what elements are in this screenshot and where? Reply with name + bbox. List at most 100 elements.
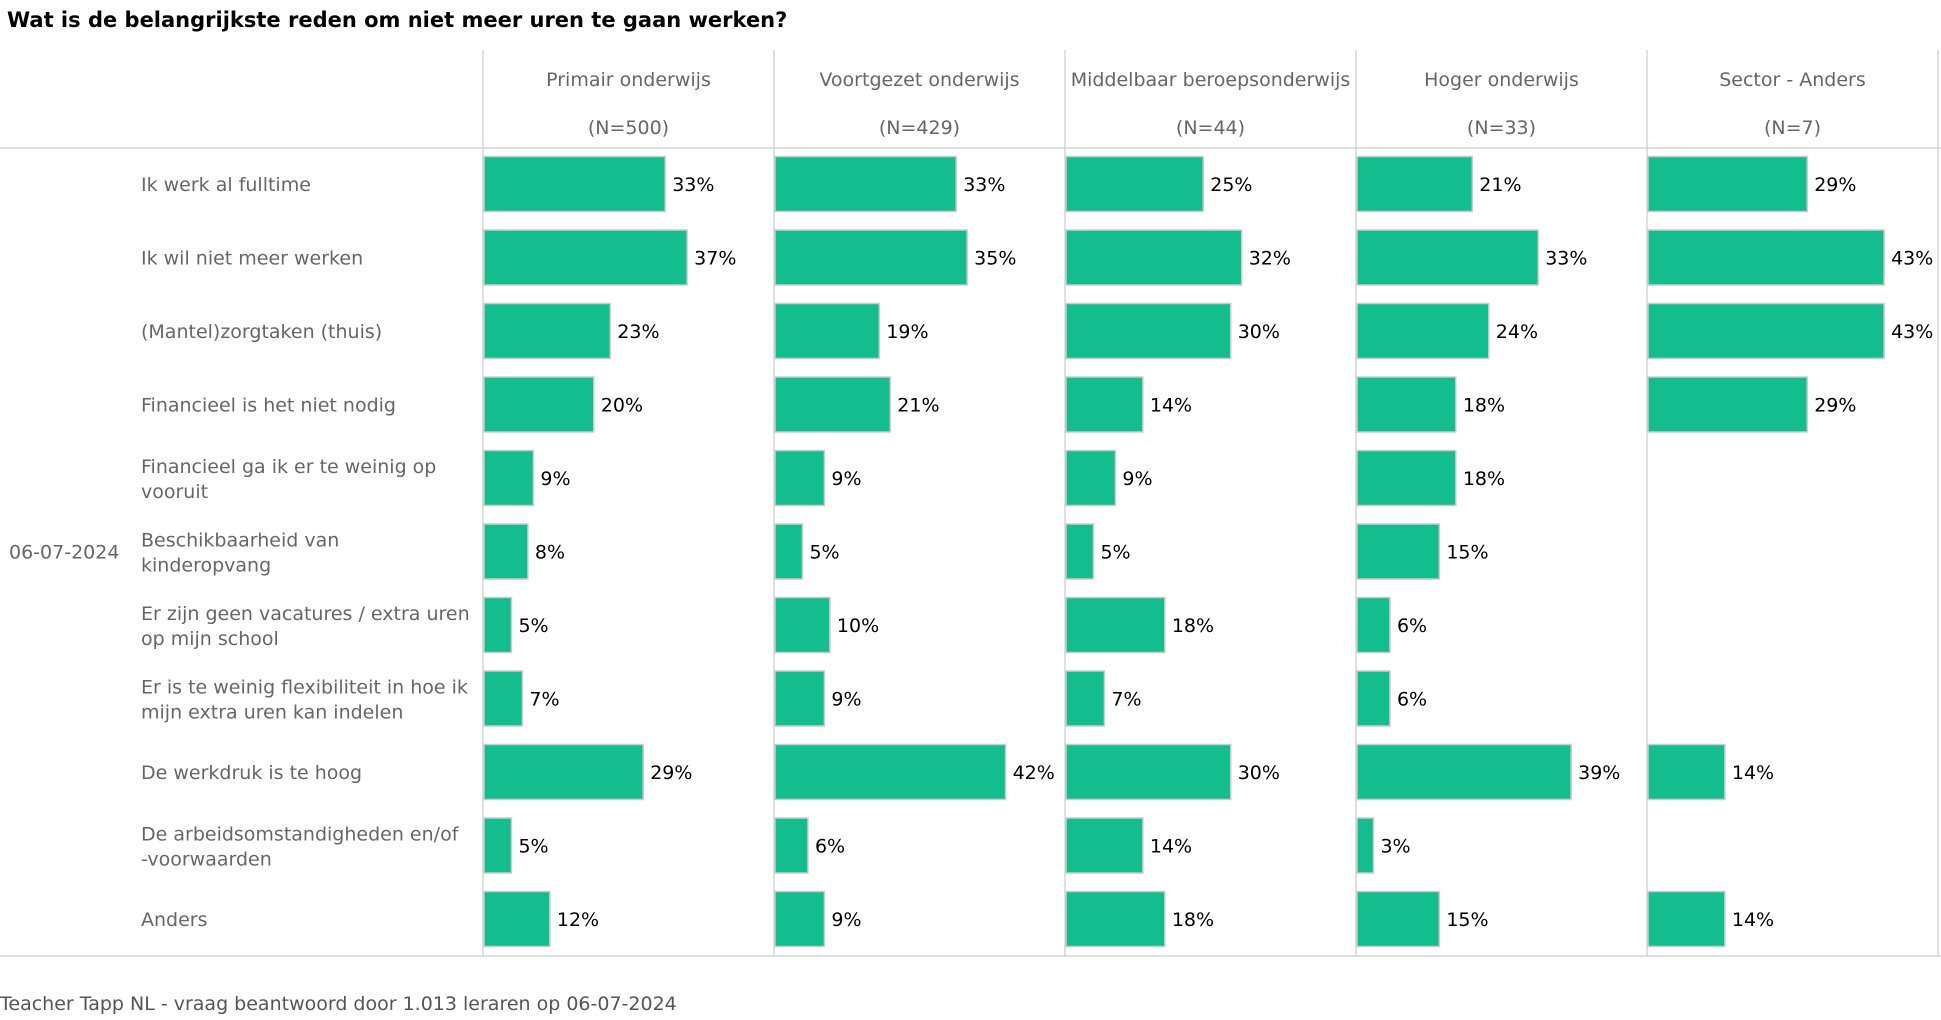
panel-header-name: Primair onderwijs [546,69,711,91]
bar [1356,376,1457,433]
bar [1065,743,1232,801]
value-label: 6% [1397,689,1427,711]
bar [1356,743,1572,801]
value-label: 7% [529,689,559,711]
category-label: De arbeidsomstandigheden en/of -voorwaard… [141,824,460,871]
value-label: 18% [1172,909,1214,931]
bar [774,302,881,360]
bar [774,155,957,213]
value-label: 20% [601,395,643,417]
bar [774,229,968,286]
value-label: 21% [1479,174,1521,196]
bar [483,302,612,360]
value-label: 8% [535,542,565,564]
value-label: 14% [1732,909,1774,931]
source-footer: Teacher Tapp NL - vraag beantwoord door … [0,993,677,1015]
bar [1356,302,1490,360]
value-label: 5% [518,615,548,637]
panel-header-n: (N=500) [588,117,669,139]
bar [1647,890,1726,948]
bar [1356,817,1375,874]
bar [1356,449,1457,507]
value-label: 30% [1238,321,1280,343]
value-label: 35% [974,248,1016,270]
bar [774,743,1007,801]
category-label: Financieel is het niet nodig [141,395,396,417]
grid-lines [0,50,1941,957]
category-label: Financieel ga ik er te weinig op vooruit [141,456,436,503]
bar [1356,523,1441,580]
value-label: 5% [809,542,839,564]
value-label: 29% [1814,395,1856,417]
value-label: 42% [1013,762,1055,784]
value-label: 6% [815,836,845,858]
category-label: De werkdruk is te hoog [141,762,362,784]
value-label: 33% [1545,248,1587,270]
category-label: Ik wil niet meer werken [141,248,363,270]
bar [1065,670,1106,727]
category-labels: 06-07-2024 Ik werk al fulltime Ik wil niet… [9,174,470,931]
value-label: 14% [1732,762,1774,784]
value-label: 18% [1463,468,1505,490]
value-label: 9% [831,689,861,711]
bar [483,890,551,948]
panel-header-name: Middelbaar beroepsonderwijs [1071,69,1351,91]
value-label: 10% [837,615,879,637]
bar [483,155,666,213]
bar [483,523,529,580]
value-label: 33% [672,174,714,196]
bar [774,670,826,727]
bar [1065,890,1166,948]
value-label: 9% [831,468,861,490]
chart-title: Wat is de belangrijkste reden om niet me… [7,8,788,32]
value-label: 37% [694,248,736,270]
value-labels: 33% 37% 23% 20% 9% 8% 5% 7% 29% 5% 12% 33% 35% 19% 21%… [518,174,1933,931]
value-label: 21% [897,395,939,417]
bar [1647,229,1885,286]
bar [1647,376,1808,433]
category-label: Er zijn geen vacatures / extra uren op mi… [141,603,470,650]
bar [774,523,804,580]
value-label: 7% [1111,689,1141,711]
value-label: 23% [617,321,659,343]
value-label: 6% [1397,615,1427,637]
value-label: 14% [1150,395,1192,417]
value-label: 29% [1814,174,1856,196]
bar [1356,155,1474,213]
value-label: 9% [1122,468,1152,490]
value-label: 5% [1100,542,1130,564]
value-label: 9% [540,468,570,490]
panel-header-n: (N=429) [879,117,960,139]
value-label: 29% [650,762,692,784]
bars [483,155,1885,948]
value-label: 19% [886,321,928,343]
value-label: 5% [518,836,548,858]
panel-header-n: (N=7) [1764,117,1821,139]
bar [1065,596,1166,654]
value-label: 12% [557,909,599,931]
bar [1065,817,1144,874]
category-label: Anders [141,909,208,931]
bar [1356,596,1391,654]
panel-header-n: (N=33) [1467,117,1536,139]
bar [1065,376,1144,433]
bar [774,376,892,433]
bar [774,449,826,507]
bar [1065,155,1205,213]
category-label: Er is te weinig flexibiliteit in hoe ik m… [141,677,468,724]
bar [483,376,595,433]
value-label: 14% [1150,836,1192,858]
value-label: 18% [1463,395,1505,417]
bar [1065,302,1232,360]
value-label: 32% [1249,248,1291,270]
value-label: 33% [963,174,1005,196]
bar [1065,229,1243,286]
value-label: 3% [1380,836,1410,858]
bar [1647,302,1885,360]
bar [483,670,524,727]
value-label: 39% [1578,762,1620,784]
panel-headers: Primair onderwijs (N=500) Voortgezet onder… [546,69,1866,139]
value-label: 24% [1496,321,1538,343]
value-label: 9% [831,909,861,931]
